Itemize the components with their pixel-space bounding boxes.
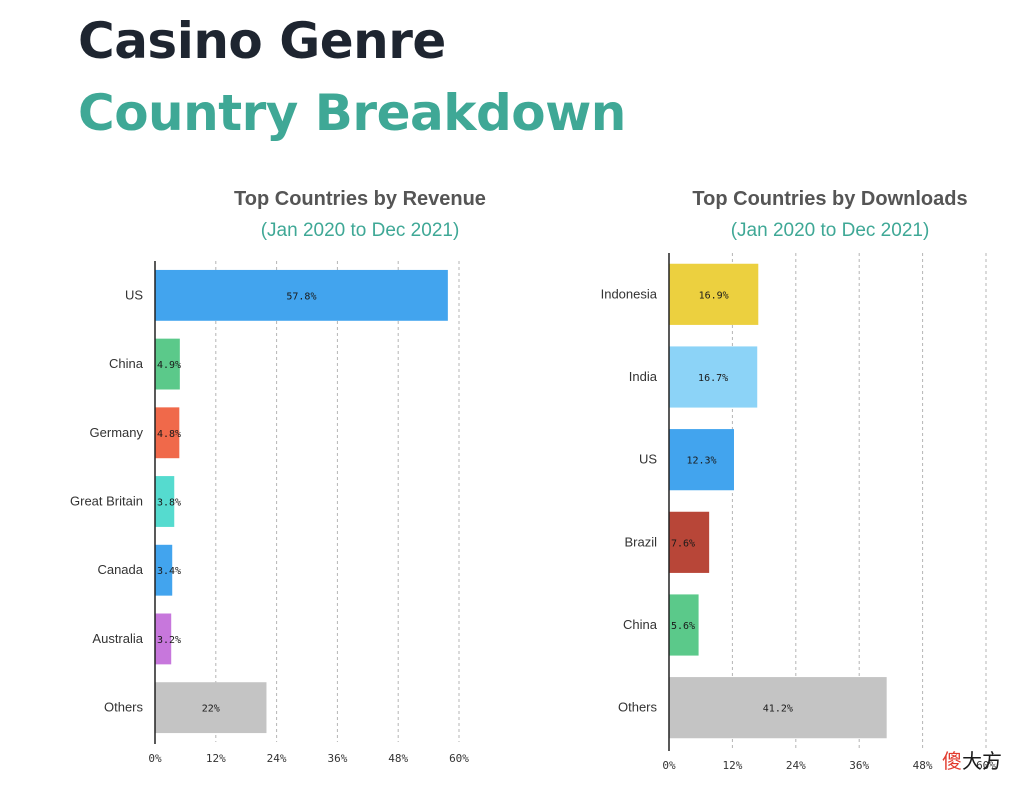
watermark: 傻大方 bbox=[942, 745, 1002, 774]
page-title-line1: Casino Genre bbox=[78, 12, 446, 70]
revenue-value-label-germany: 4.8% bbox=[157, 429, 181, 440]
downloads-chart-title: Top Countries by Downloads bbox=[692, 188, 968, 210]
revenue-bar-germany bbox=[155, 407, 180, 459]
revenue-category-label-germany: Germany bbox=[90, 425, 144, 440]
downloads-x-tick-label: 0% bbox=[662, 759, 676, 772]
revenue-bar-australia bbox=[155, 613, 172, 665]
downloads-value-label-brazil: 7.6% bbox=[671, 538, 695, 549]
downloads-bar-indonesia bbox=[669, 263, 759, 325]
revenue-value-label-us: 57.8% bbox=[286, 291, 316, 302]
downloads-bar-china bbox=[669, 594, 699, 656]
revenue-bar-great-britain bbox=[155, 476, 175, 527]
downloads-category-label-us: US bbox=[639, 452, 657, 467]
downloads-category-label-indonesia: Indonesia bbox=[601, 286, 658, 301]
revenue-category-label-great-britain: Great Britain bbox=[70, 494, 143, 509]
revenue-bar-china bbox=[155, 338, 180, 390]
downloads-bar-others bbox=[669, 677, 887, 739]
revenue-bar-canada bbox=[155, 544, 173, 596]
revenue-value-label-australia: 3.2% bbox=[157, 635, 181, 646]
downloads-category-label-others: Others bbox=[618, 700, 658, 715]
revenue-value-label-canada: 3.4% bbox=[157, 566, 181, 577]
downloads-bar-brazil bbox=[669, 511, 710, 573]
revenue-chart-subtitle: (Jan 2020 to Dec 2021) bbox=[260, 220, 460, 241]
revenue-value-label-china: 4.9% bbox=[157, 360, 181, 371]
watermark-part1: 傻 bbox=[942, 749, 962, 773]
revenue-x-tick-label: 48% bbox=[388, 752, 408, 765]
revenue-category-label-china: China bbox=[109, 356, 144, 371]
page-title-line2: Country Breakdown bbox=[78, 84, 626, 142]
downloads-value-label-china: 5.6% bbox=[671, 621, 695, 632]
downloads-category-label-brazil: Brazil bbox=[624, 534, 657, 549]
revenue-x-tick-label: 60% bbox=[449, 752, 469, 765]
watermark-part2: 大方 bbox=[962, 749, 1002, 773]
downloads-bar-india bbox=[669, 346, 758, 408]
downloads-value-label-others: 41.2% bbox=[763, 704, 793, 715]
downloads-x-tick-label: 24% bbox=[786, 759, 806, 772]
revenue-bar-others bbox=[155, 682, 267, 734]
revenue-x-tick-label: 24% bbox=[267, 752, 287, 765]
downloads-chart-subtitle: (Jan 2020 to Dec 2021) bbox=[730, 220, 930, 241]
downloads-x-tick-label: 60% bbox=[976, 759, 996, 772]
downloads-category-label-india: India bbox=[629, 369, 658, 384]
revenue-value-label-others: 22% bbox=[202, 704, 220, 715]
revenue-bar-us bbox=[155, 269, 448, 321]
downloads-x-tick-label: 12% bbox=[722, 759, 742, 772]
downloads-x-tick-label: 48% bbox=[913, 759, 933, 772]
revenue-value-label-great-britain: 3.8% bbox=[157, 498, 181, 509]
downloads-bar-us bbox=[669, 429, 734, 491]
revenue-x-tick-label: 12% bbox=[206, 752, 226, 765]
downloads-value-label-us: 12.3% bbox=[686, 456, 716, 467]
revenue-category-label-us: US bbox=[125, 287, 143, 302]
revenue-category-label-canada: Canada bbox=[97, 562, 143, 577]
downloads-x-tick-label: 36% bbox=[849, 759, 869, 772]
revenue-x-tick-label: 0% bbox=[148, 752, 162, 765]
revenue-category-label-australia: Australia bbox=[92, 631, 143, 646]
revenue-chart-title: Top Countries by Revenue bbox=[234, 188, 486, 210]
revenue-x-tick-label: 36% bbox=[327, 752, 347, 765]
downloads-value-label-india: 16.7% bbox=[698, 373, 728, 384]
downloads-value-label-indonesia: 16.9% bbox=[699, 290, 729, 301]
revenue-category-label-others: Others bbox=[104, 700, 144, 715]
downloads-category-label-china: China bbox=[623, 617, 658, 632]
